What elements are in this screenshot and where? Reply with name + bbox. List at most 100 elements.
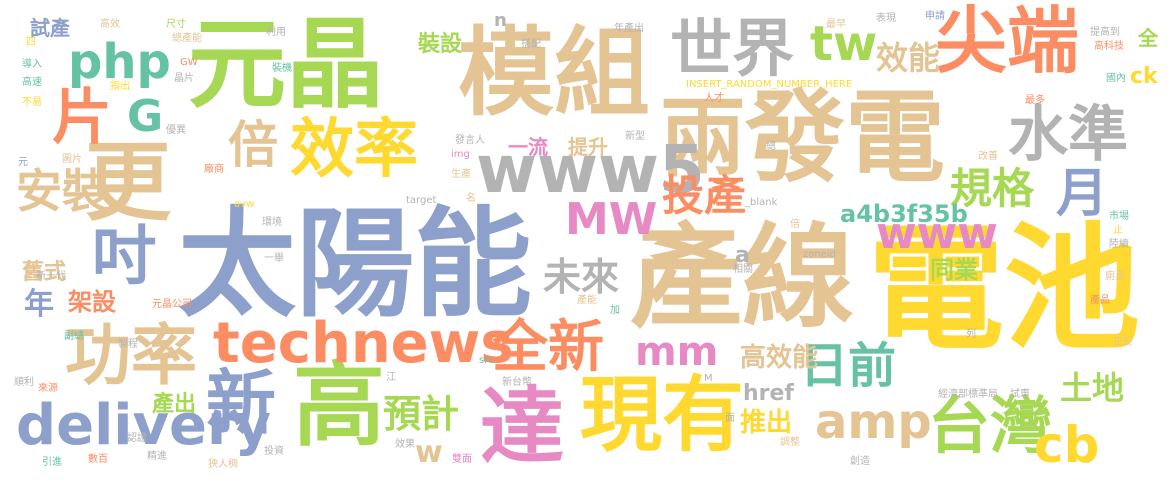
word: 指出 <box>110 82 130 92</box>
word: 提升 <box>568 137 608 157</box>
word: 效果 <box>395 440 415 450</box>
word: 人才 <box>704 94 724 104</box>
word: 製程 <box>118 340 138 350</box>
word: 正反 <box>1113 338 1133 348</box>
word: 產品 <box>1090 296 1110 306</box>
word: 新型 <box>625 132 645 142</box>
word: 創造 <box>850 457 870 467</box>
word: 新台幣 <box>502 378 532 388</box>
word: 新一代 <box>36 272 66 282</box>
word: 發言人 <box>455 136 485 146</box>
word: 搭配 <box>521 40 541 50</box>
word: 環境 <box>262 218 282 228</box>
word: 提高到 <box>1090 28 1120 38</box>
word: 陸續 <box>1109 240 1129 250</box>
word: 申請 <box>925 12 945 22</box>
word: 一流 <box>508 137 548 157</box>
word: G <box>127 95 163 139</box>
word: 全新 <box>492 320 604 376</box>
word: 土地 <box>1060 372 1124 404</box>
word: 數百 <box>88 455 108 465</box>
word: 未來 <box>543 258 619 296</box>
word: 高科技 <box>1094 42 1124 52</box>
word: 同業 <box>930 258 978 282</box>
word: 總產能 <box>172 34 202 44</box>
word: 效能 <box>876 42 940 74</box>
word: 最早 <box>826 20 846 30</box>
word: 達 <box>480 385 564 469</box>
word: 倍 <box>228 120 278 170</box>
word: 倍 <box>790 220 800 230</box>
word: MW <box>565 198 657 242</box>
word: 產能 <box>577 296 597 306</box>
word: a4b3f35b <box>840 202 968 226</box>
word: 總 <box>766 142 776 152</box>
word: href <box>743 383 794 405</box>
word: 世界 <box>670 18 794 80</box>
word: 太陽能 <box>178 205 532 323</box>
word: GW <box>180 58 198 68</box>
word: 高效 <box>100 20 120 30</box>
word: 改善 <box>978 152 998 162</box>
word: 圖片 <box>62 155 82 165</box>
word: 高速 <box>22 78 42 88</box>
word: 預計 <box>383 395 459 433</box>
word: 吋 <box>92 225 156 289</box>
word: target <box>406 196 436 206</box>
word: 裝機 <box>272 64 292 74</box>
word: php <box>68 38 171 86</box>
word: 調整 <box>780 438 800 448</box>
word: 廁身 <box>1105 272 1125 282</box>
word: 年 <box>24 290 54 320</box>
word: 一舉 <box>264 254 284 264</box>
word: delivery <box>16 398 271 454</box>
word: technews <box>213 316 514 372</box>
word: 全 <box>1138 28 1158 48</box>
word: 廠商 <box>204 165 224 175</box>
word: 試車 <box>1010 390 1030 400</box>
word: ck <box>1130 66 1158 88</box>
word: 產出 <box>152 394 196 416</box>
word: 市場 <box>1109 212 1129 222</box>
word: img <box>451 150 470 160</box>
word: 模組 <box>458 25 650 121</box>
word: 利用 <box>266 28 286 38</box>
word: n <box>494 12 507 30</box>
word: 加 <box>610 306 620 316</box>
word: 裝設 <box>418 34 462 56</box>
word: w <box>415 438 443 468</box>
word: 列 <box>966 330 976 340</box>
word: 認證 <box>127 434 147 444</box>
word: 經濟部標準局 <box>938 390 998 400</box>
word: 來源 <box>38 384 58 394</box>
word: 相關 <box>733 265 753 275</box>
word: 安裝 <box>16 168 108 214</box>
word: 元 <box>18 158 28 168</box>
word: cb <box>1034 420 1099 470</box>
word: 片 <box>52 88 112 148</box>
word: 現有 <box>580 375 744 457</box>
word: 不易 <box>22 98 42 108</box>
word: INSERT_RANDOM_NUMBER_HERE <box>686 80 852 90</box>
word: 高效能 <box>740 345 818 371</box>
word: avw <box>234 200 254 210</box>
word: zoneid <box>803 250 836 260</box>
word: 副總 <box>64 332 84 342</box>
word: 年產出 <box>614 24 644 34</box>
word: mm <box>635 332 718 372</box>
word: 順利 <box>14 378 34 388</box>
word: 狹人稠 <box>208 460 238 470</box>
word: 引進 <box>42 458 62 468</box>
word: 尖端 <box>935 5 1079 77</box>
word: 發電 <box>745 88 945 188</box>
word: 生產 <box>451 170 471 180</box>
word: 元晶公司 <box>152 300 192 310</box>
word: 表現 <box>876 14 896 24</box>
word: 最多 <box>1025 96 1045 106</box>
word: 雙面 <box>452 455 472 465</box>
word: 產線 <box>630 222 854 334</box>
word: 功率 <box>65 323 197 389</box>
word: 名 <box>466 194 476 204</box>
word: M <box>704 374 713 384</box>
